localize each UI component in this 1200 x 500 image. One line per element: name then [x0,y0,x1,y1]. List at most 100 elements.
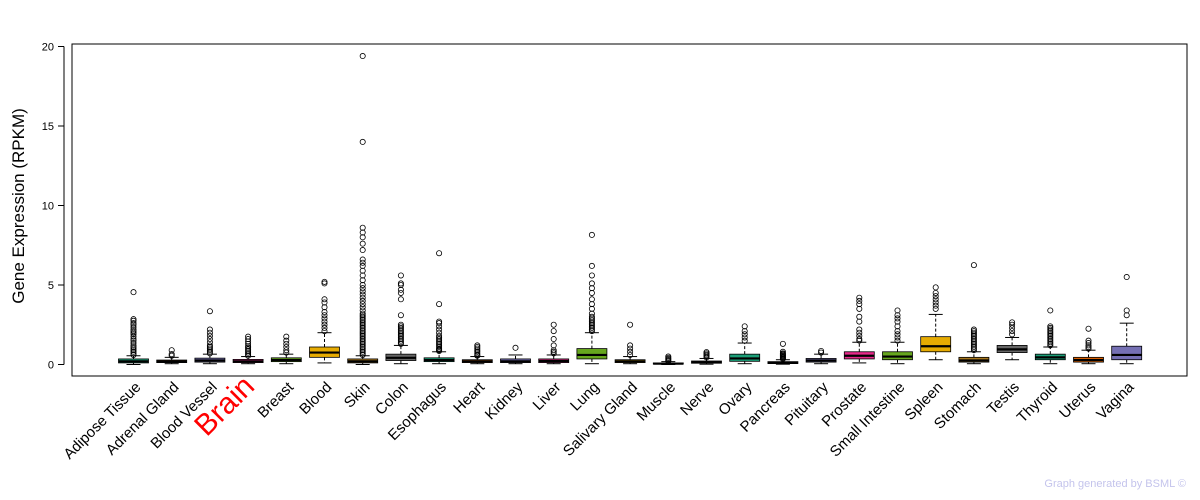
outlier-point [436,318,443,325]
outlier-point [970,334,977,341]
outlier-point [359,331,366,338]
outlier-point [1047,339,1054,346]
outlier-point [397,326,404,333]
box-ovary [729,323,761,365]
outlier-point [321,318,328,325]
outlier-point [321,296,328,303]
outlier-point [436,340,443,347]
outlier-point [970,345,977,352]
outlier-point [321,328,328,335]
outlier-point [359,344,366,351]
outlier-point [321,324,328,331]
outlier-point [932,293,939,300]
outlier-point [359,336,366,343]
x-label-nerve: Nerve [677,379,717,419]
outlier-point [359,348,366,355]
outlier-point [1085,344,1092,351]
outlier-point [856,313,863,320]
outlier-point [894,312,901,319]
box-stomach [958,262,990,365]
outlier-point [550,347,557,354]
box-salivary-gland [614,321,646,365]
outlier-point [970,340,977,347]
outlier-point [1047,336,1054,343]
outlier-point [1009,321,1016,328]
box-muscle [652,353,684,365]
outlier-point [970,331,977,338]
outlier-point [359,332,366,339]
outlier-point [359,267,366,274]
outlier-point [245,344,252,351]
outlier-point [359,234,366,241]
y-tick-label-1: 5 [48,280,54,292]
x-label-kidney: Kidney [482,378,527,423]
outlier-point [321,312,328,319]
outlier-point [550,350,557,357]
outlier-point [970,329,977,336]
outlier-point [130,336,137,343]
outlier-point [359,281,366,288]
outlier-point [779,340,786,347]
box-esophagus [423,250,455,365]
outlier-point [932,299,939,306]
outlier-point [359,313,366,320]
outlier-point [856,329,863,336]
box-iqr [1111,345,1143,361]
x-label-blood: Blood [296,379,335,418]
outlier-point [397,331,404,338]
outlier-point [321,321,328,328]
outlier-point [245,343,252,350]
outlier-point [359,315,366,322]
outlier-point [359,285,366,292]
outlier-point [1047,337,1054,344]
outlier-point [436,334,443,341]
outlier-point [436,320,443,327]
outlier-point [359,339,366,346]
outlier-point [245,347,252,354]
outlier-point [703,349,710,356]
outlier-point [932,305,939,312]
outlier-point [397,296,404,303]
box-uterus [1073,325,1104,365]
outlier-point [970,328,977,335]
box-prostate [843,294,875,364]
outlier-point [359,310,366,317]
outlier-point [970,339,977,346]
outlier-point [359,301,366,308]
box-vagina [1111,274,1143,365]
outlier-point [550,342,557,349]
outlier-point [359,351,366,358]
outlier-point [856,337,863,344]
outlier-point [206,342,213,349]
x-label-breast: Breast [254,378,297,421]
outlier-point [359,321,366,328]
outlier-point [397,280,404,287]
outlier-point [359,326,366,333]
outlier-point [397,272,404,279]
outlier-point [283,344,290,351]
box-adipose-tissue [118,289,149,365]
outlier-point [359,328,366,335]
outlier-point [627,348,634,355]
plot-frame [71,43,1188,377]
x-label-vagina: Vagina [1093,378,1138,423]
outlier-point [130,326,137,333]
outlier-point [550,336,557,343]
outlier-point [474,345,481,352]
outlier-point [397,329,404,336]
outlier-point [1085,340,1092,347]
outlier-point [206,308,213,315]
outlier-point [245,351,252,358]
box-small-intestine [882,307,913,365]
outlier-point [130,316,137,323]
box-spleen [920,284,952,361]
outlier-point [359,312,366,319]
outlier-point [283,347,290,354]
outlier-point [397,321,404,328]
outlier-point [474,348,481,355]
outlier-point [436,337,443,344]
y-tick-label-4: 20 [42,42,54,54]
outlier-point [894,307,901,314]
outlier-point [1047,340,1054,347]
outlier-point [1047,331,1054,338]
